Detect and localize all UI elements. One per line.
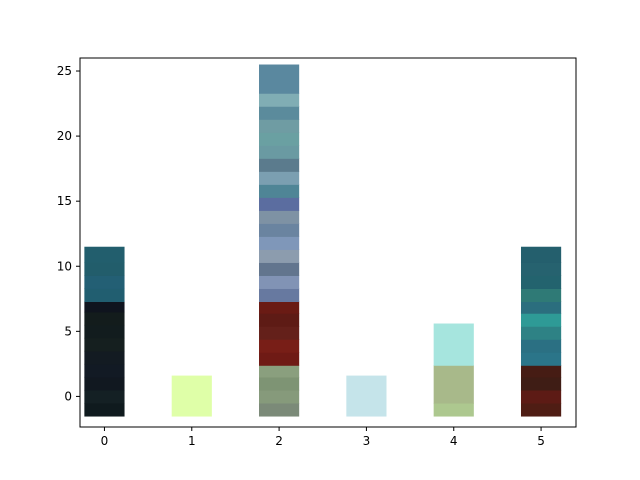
bars-layer	[84, 64, 562, 417]
bar-2-segment	[259, 376, 300, 391]
x-tick-label: 3	[363, 434, 371, 448]
y-tick-label: 15	[57, 194, 72, 208]
bar-5-segment	[520, 326, 562, 340]
bar-2-segment	[259, 236, 300, 250]
bar-2-segment	[259, 365, 300, 378]
bar-0-segment	[84, 350, 125, 365]
bar-2-segment	[259, 339, 300, 353]
bar-0-segment	[84, 337, 125, 352]
bar-1	[171, 375, 212, 417]
bar-4-segment	[433, 365, 474, 404]
x-tick-label: 5	[537, 434, 545, 448]
bar-2	[259, 64, 300, 417]
bar-5-segment	[520, 376, 562, 391]
bar-5-segment	[520, 313, 562, 327]
bar-0-segment	[84, 402, 125, 417]
bar-2-segment	[259, 313, 300, 327]
x-tick-label: 1	[188, 434, 196, 448]
bar-2-segment	[259, 223, 300, 237]
y-tick-label: 5	[64, 324, 72, 338]
bar-5	[520, 246, 562, 417]
bar-2-segment	[259, 249, 300, 263]
bar-2-segment	[259, 352, 300, 366]
x-tick-label: 0	[101, 434, 109, 448]
y-tick-label: 20	[57, 129, 72, 143]
bar-2-segment	[259, 301, 300, 314]
bar-0-segment	[84, 262, 125, 276]
bar-2-segment	[259, 197, 300, 211]
bar-2-segment	[259, 93, 300, 107]
bar-5-segment	[520, 402, 562, 417]
bar-2-segment	[259, 210, 300, 224]
x-tick-label: 2	[275, 434, 283, 448]
axes-layer: 0 1 2 3 4 5 0 5 10 15 20 25	[57, 57, 577, 448]
bar-2-segment	[259, 106, 300, 120]
bar-0-segment	[84, 363, 125, 378]
bar-0-segment	[84, 311, 125, 326]
plot-frame	[79, 57, 577, 428]
bar-2-segment	[259, 171, 300, 185]
bar-4-segment	[433, 323, 474, 366]
bar-5-segment	[520, 365, 562, 378]
bar-4-segment	[433, 402, 474, 417]
bar-5-segment	[520, 301, 562, 314]
bar-5-segment	[520, 246, 562, 263]
bar-0-segment	[84, 246, 125, 263]
bar-0-segment	[84, 376, 125, 391]
bar-2-segment	[259, 132, 300, 146]
y-tick-label: 0	[64, 389, 72, 403]
bar-2-segment	[259, 64, 300, 94]
y-tick-label: 10	[57, 259, 72, 273]
bar-0-segment	[84, 301, 125, 313]
bar-4	[433, 323, 474, 417]
bar-5-segment	[520, 389, 562, 404]
bar-0-segment	[84, 389, 125, 404]
bar-5-segment	[520, 262, 562, 276]
bar-2-segment	[259, 184, 300, 198]
bar-5-segment	[520, 352, 562, 366]
bar-0	[84, 246, 125, 417]
bar-2-segment	[259, 145, 300, 159]
bar-2-segment	[259, 288, 300, 302]
x-tick-label: 4	[450, 434, 458, 448]
bar-3-segment	[346, 375, 387, 417]
bar-0-segment	[84, 324, 125, 339]
bar-5-segment	[520, 275, 562, 289]
bar-5-segment	[520, 288, 562, 302]
y-tick-label: 25	[57, 64, 72, 78]
bar-1-segment	[171, 375, 212, 417]
bar-2-segment	[259, 275, 300, 289]
bar-2-segment	[259, 119, 300, 133]
bar-2-segment	[259, 158, 300, 172]
bar-0-segment	[84, 275, 125, 289]
bar-2-segment	[259, 402, 300, 417]
bar-2-segment	[259, 326, 300, 340]
bar-3	[346, 375, 387, 417]
bar-2-segment	[259, 262, 300, 276]
bar-0-segment	[84, 288, 125, 302]
bar-5-segment	[520, 339, 562, 353]
bar-2-segment	[259, 389, 300, 404]
